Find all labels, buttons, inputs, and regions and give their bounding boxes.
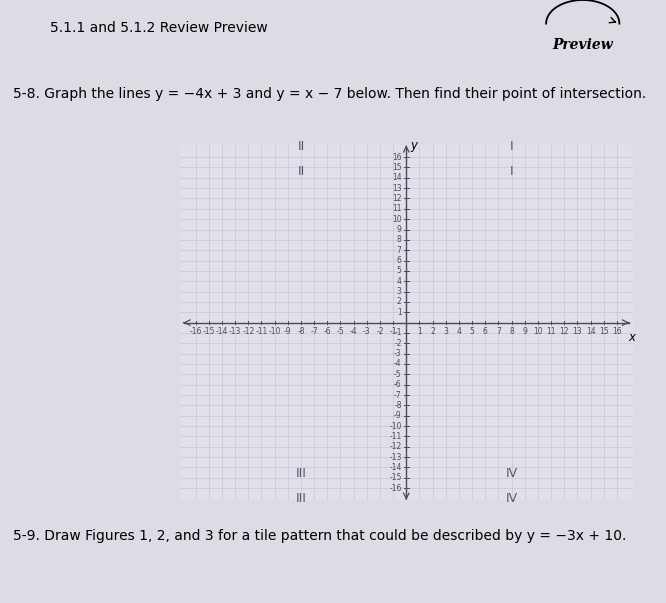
Text: I: I xyxy=(509,165,513,178)
Text: -3: -3 xyxy=(394,349,402,358)
Text: -12: -12 xyxy=(242,327,254,336)
Text: -6: -6 xyxy=(324,327,331,336)
Text: 6: 6 xyxy=(397,256,402,265)
Text: 12: 12 xyxy=(392,194,402,203)
Text: -2: -2 xyxy=(394,339,402,348)
Text: -15: -15 xyxy=(390,473,402,482)
Text: 10: 10 xyxy=(392,215,402,224)
Text: -16: -16 xyxy=(390,484,402,493)
Text: 15: 15 xyxy=(599,327,609,336)
Text: II: II xyxy=(297,140,304,153)
Text: x: x xyxy=(629,331,635,344)
Text: -1: -1 xyxy=(394,329,402,338)
Text: 8: 8 xyxy=(509,327,514,336)
Text: -14: -14 xyxy=(390,463,402,472)
Text: 11: 11 xyxy=(546,327,556,336)
Text: IV: IV xyxy=(505,467,517,480)
Text: 13: 13 xyxy=(573,327,582,336)
Text: -8: -8 xyxy=(394,401,402,410)
Text: 4: 4 xyxy=(397,277,402,286)
Text: 14: 14 xyxy=(586,327,595,336)
Text: -13: -13 xyxy=(390,453,402,461)
Text: 15: 15 xyxy=(392,163,402,172)
Text: Preview: Preview xyxy=(552,38,613,52)
Text: -4: -4 xyxy=(350,327,358,336)
Text: -7: -7 xyxy=(310,327,318,336)
Text: y: y xyxy=(410,139,417,152)
Text: 8: 8 xyxy=(397,235,402,244)
Text: 7: 7 xyxy=(496,327,501,336)
Text: -9: -9 xyxy=(394,411,402,420)
Text: 7: 7 xyxy=(397,245,402,254)
Text: IV: IV xyxy=(505,492,517,505)
Text: -15: -15 xyxy=(202,327,215,336)
Text: 11: 11 xyxy=(392,204,402,213)
Text: 14: 14 xyxy=(392,173,402,182)
Text: 1: 1 xyxy=(417,327,422,336)
Text: II: II xyxy=(297,165,304,178)
Text: -11: -11 xyxy=(390,432,402,441)
Text: -7: -7 xyxy=(394,391,402,400)
Text: 1: 1 xyxy=(397,308,402,317)
Text: -12: -12 xyxy=(390,442,402,451)
Text: I: I xyxy=(509,140,513,153)
Text: -9: -9 xyxy=(284,327,292,336)
Text: -5: -5 xyxy=(336,327,344,336)
Text: 4: 4 xyxy=(456,327,462,336)
Text: 3: 3 xyxy=(397,287,402,296)
Text: 5: 5 xyxy=(397,267,402,276)
Text: 5: 5 xyxy=(470,327,474,336)
Text: 5.1.1 and 5.1.2 Review Preview: 5.1.1 and 5.1.2 Review Preview xyxy=(50,21,268,35)
Text: -14: -14 xyxy=(216,327,228,336)
Text: 5-8. Graph the lines y = −4x + 3 and y = x − 7 below. Then find their point of i: 5-8. Graph the lines y = −4x + 3 and y =… xyxy=(13,87,647,101)
Text: -3: -3 xyxy=(363,327,370,336)
Text: 10: 10 xyxy=(533,327,543,336)
Text: -4: -4 xyxy=(394,359,402,368)
Text: 6: 6 xyxy=(483,327,488,336)
Text: 5-9. Draw Figures 1, 2, and 3 for a tile pattern that could be described by y = : 5-9. Draw Figures 1, 2, and 3 for a tile… xyxy=(13,529,627,543)
Text: 16: 16 xyxy=(392,153,402,162)
Text: 12: 12 xyxy=(559,327,569,336)
Text: 16: 16 xyxy=(612,327,622,336)
Text: -13: -13 xyxy=(229,327,241,336)
Text: -1: -1 xyxy=(390,327,397,336)
Text: 3: 3 xyxy=(444,327,448,336)
Text: -5: -5 xyxy=(394,370,402,379)
Text: III: III xyxy=(296,467,306,480)
Text: -16: -16 xyxy=(189,327,202,336)
Text: -8: -8 xyxy=(297,327,304,336)
Text: 9: 9 xyxy=(397,225,402,234)
Text: III: III xyxy=(296,492,306,505)
Text: -2: -2 xyxy=(376,327,384,336)
Text: -11: -11 xyxy=(255,327,268,336)
Text: 9: 9 xyxy=(522,327,527,336)
Text: 2: 2 xyxy=(430,327,435,336)
Text: 2: 2 xyxy=(397,297,402,306)
Text: 13: 13 xyxy=(392,184,402,192)
Text: -10: -10 xyxy=(390,421,402,431)
Text: -6: -6 xyxy=(394,380,402,389)
Text: -10: -10 xyxy=(268,327,281,336)
